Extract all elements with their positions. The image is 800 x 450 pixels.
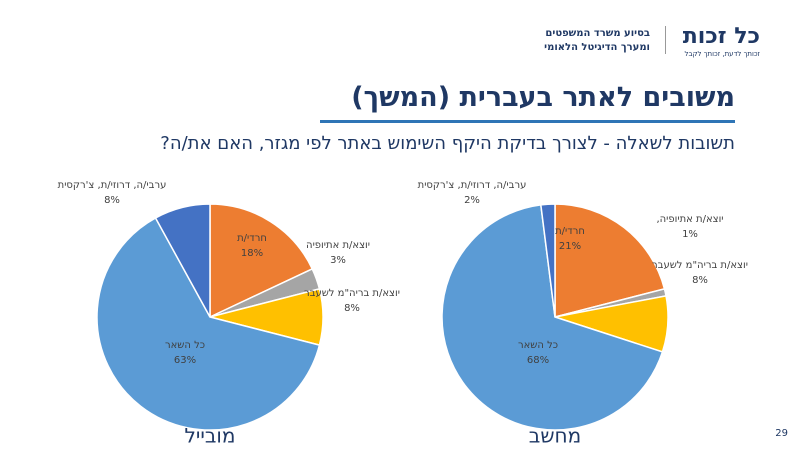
slice-category: חרדי/ת (555, 226, 585, 237)
title: משובים לאתר בעברית (המשך) (351, 82, 735, 113)
title-underline (320, 120, 735, 123)
slice-value: 18% (241, 248, 263, 259)
divider (665, 26, 666, 54)
slice-category: חרדי/ת (237, 233, 267, 244)
slice-category: ערבי/ה, דרוזי/ת, צ'רקסית (418, 180, 527, 191)
slice-value: 3% (330, 255, 346, 266)
pie-slice (96, 216, 321, 431)
slice-category: יוצא/ת אתיופיה, (656, 214, 723, 225)
slice-value: 63% (174, 355, 196, 366)
slice-category: כל השאר (518, 340, 558, 351)
chart-title: מחשב (529, 424, 581, 448)
org-line: ומערך הדיגיטל הלאומי (544, 42, 650, 53)
slice-value: 8% (692, 275, 708, 286)
org-line: בסיוע משרד המשפטים (545, 28, 650, 39)
pie-slice (539, 203, 556, 318)
subtitle: תשובות לשאלה - לצורך בדיקת היקף השימוש ב… (160, 133, 735, 154)
slice-value: 21% (559, 241, 581, 252)
pie-slice (154, 203, 211, 318)
pie-slice (209, 203, 314, 319)
page-number: 29 (775, 428, 788, 439)
slice-value: 68% (527, 355, 549, 366)
slice-category: יוצא/ת אתיופיה (306, 240, 370, 251)
slice-category: יוצא/ת בריה"מ לשעבר (304, 288, 400, 299)
chart-title: מובייל (185, 424, 236, 448)
tagline: זכותך לדעת, זכותך לקבל (684, 50, 760, 58)
slice-value: 8% (104, 195, 120, 206)
slice-category: יוצא/ת בריה"מ לשעבר (652, 260, 748, 271)
slice-value: 2% (464, 195, 480, 206)
pie-slice (441, 204, 664, 431)
slice-category: כל השאר (165, 340, 205, 351)
logo: כל זכות (682, 24, 760, 49)
slice-value: 8% (344, 303, 360, 314)
pie-slice (554, 203, 666, 318)
slice-value: 1% (682, 229, 698, 240)
slice-category: ערבי/ה, דרוזי/ת, צ'רקסית (58, 180, 167, 191)
